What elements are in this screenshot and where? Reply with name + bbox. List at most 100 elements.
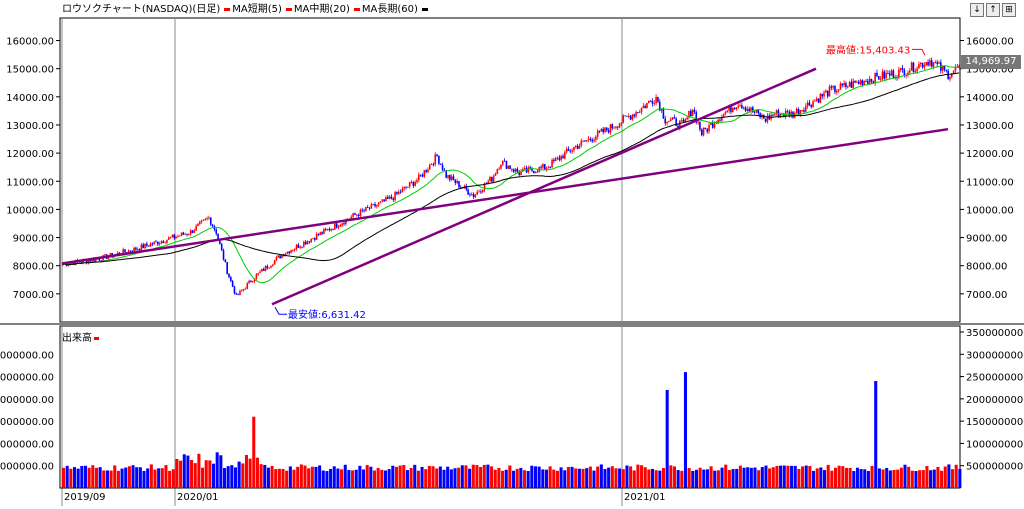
volume-bar — [665, 389, 669, 488]
candle-body — [454, 180, 457, 184]
candle-body — [520, 171, 522, 175]
candle-body — [494, 173, 497, 176]
candle-body — [814, 100, 816, 102]
candle-body — [158, 243, 161, 245]
volume-bar — [369, 466, 373, 488]
candle-body — [290, 250, 292, 254]
volume-bar — [735, 468, 739, 488]
candle-body — [679, 120, 681, 128]
volume-bar — [596, 466, 600, 488]
candle-body — [810, 105, 813, 108]
volume-bar — [903, 464, 907, 488]
volume-bar — [479, 466, 483, 488]
ma-mid-swatch — [285, 7, 292, 11]
volume-bar — [387, 469, 391, 488]
volume-bar — [566, 466, 570, 488]
price-tick-label-left: 11000.00 — [6, 177, 54, 188]
maximize-button[interactable]: ⊞ — [1002, 3, 1016, 17]
candle-body — [710, 123, 712, 125]
candle-body — [100, 260, 103, 262]
candle-body — [830, 86, 833, 88]
volume-bar — [694, 469, 698, 488]
volume-bar — [457, 467, 461, 488]
volume-bar — [255, 457, 259, 488]
volume-bar — [80, 465, 84, 488]
volume-bar — [512, 470, 516, 488]
candle-body — [722, 113, 725, 118]
candle-body — [916, 68, 918, 72]
volume-bar — [329, 468, 333, 488]
candle-body — [626, 115, 628, 117]
candle-body — [898, 69, 900, 78]
candle-body — [178, 235, 181, 237]
candle-body — [775, 110, 778, 115]
scroll-down-button[interactable]: ↓ — [970, 3, 984, 17]
candle-body — [124, 249, 126, 253]
candle-body — [67, 264, 70, 266]
candle-body — [958, 65, 960, 68]
candle-body — [533, 170, 535, 174]
volume-bar — [563, 470, 567, 488]
volume-bar — [738, 465, 742, 488]
candle-body — [388, 196, 391, 199]
volume-bar — [435, 468, 439, 488]
volume-bar — [244, 455, 248, 488]
volume-bar — [632, 470, 636, 488]
candle-body — [837, 89, 840, 91]
scroll-up-button[interactable]: ↑ — [986, 3, 1000, 17]
volume-bar — [607, 467, 611, 488]
volume-bar — [749, 467, 753, 488]
volume-bar — [226, 466, 230, 488]
candle-body — [326, 228, 329, 230]
candle-body — [921, 62, 924, 68]
candle-body — [542, 164, 544, 168]
candle-body — [376, 204, 378, 207]
candle-body — [564, 152, 566, 159]
candle-body — [253, 278, 256, 282]
candle-body — [149, 243, 152, 247]
candle-body — [465, 185, 468, 190]
volume-bar — [475, 465, 479, 488]
volume-bar — [98, 467, 102, 488]
volume-bar — [910, 470, 914, 488]
candle-body — [492, 175, 495, 182]
volume-bar — [636, 464, 640, 488]
candle-body — [401, 188, 404, 193]
candle-body — [540, 166, 542, 168]
candle-body — [470, 194, 473, 196]
candle-body — [945, 69, 948, 71]
candle-body — [452, 176, 455, 181]
candle-body — [136, 249, 139, 250]
volume-bar — [438, 466, 442, 488]
volume-bar — [468, 468, 472, 488]
last-price-tag: 14,969.97 — [961, 55, 1021, 69]
candle-body — [903, 69, 906, 76]
candle-body — [239, 290, 241, 295]
price-tick-label-right: 12000.00 — [966, 149, 1014, 160]
volume-bar — [614, 468, 618, 488]
candle-body — [748, 108, 750, 111]
volume-bar — [709, 466, 713, 488]
price-tick-label-right: 14000.00 — [966, 93, 1014, 104]
candle-body — [419, 174, 422, 176]
candle-body — [582, 140, 584, 142]
volume-bar — [815, 468, 819, 488]
volume-bar — [212, 463, 216, 488]
candle-body — [215, 229, 218, 234]
candle-body — [857, 81, 860, 84]
candle-body — [248, 280, 250, 284]
candle-body — [613, 127, 615, 129]
volume-bar — [274, 469, 278, 488]
candle-body — [741, 105, 743, 109]
candle-body — [147, 245, 150, 247]
candle-body — [795, 109, 798, 114]
volume-bar — [142, 470, 146, 488]
candle-body — [220, 243, 223, 251]
volume-bar — [541, 469, 545, 488]
volume-bar — [83, 465, 88, 488]
candle-body — [602, 128, 604, 133]
volume-bar — [87, 467, 91, 488]
volume-bar — [870, 465, 874, 488]
volume-bar — [629, 466, 633, 488]
